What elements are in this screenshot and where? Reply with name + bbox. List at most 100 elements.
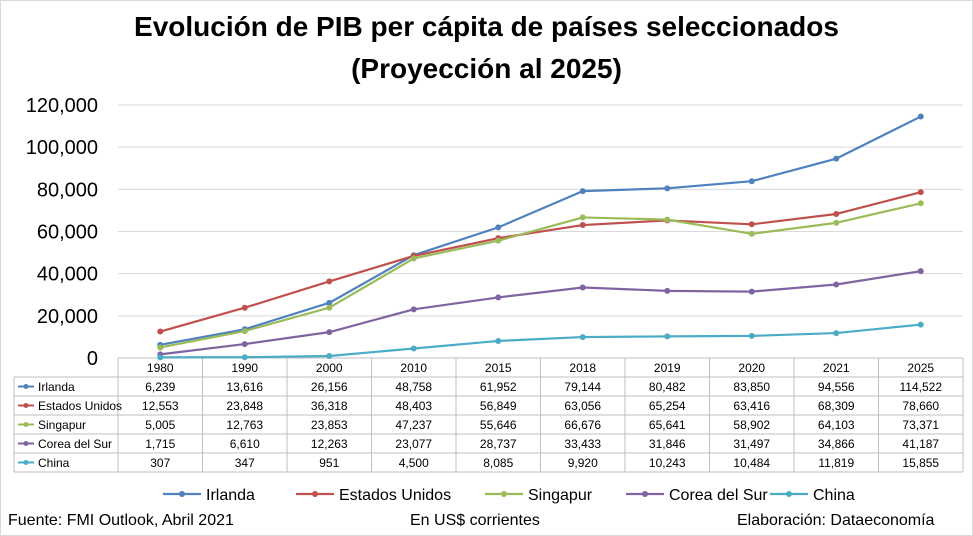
data-point [579, 334, 586, 341]
table-cell-value: 12,763 [226, 418, 263, 432]
legend-marker [312, 491, 318, 497]
y-tick-label: 120,000 [26, 95, 98, 117]
chart-title: Evolución de PIB per cápita de países se… [134, 11, 839, 42]
table-cell-value: 23,848 [226, 399, 263, 413]
table-cell-value: 63,416 [733, 399, 770, 413]
data-point [664, 216, 671, 223]
chart-subtitle: (Proyección al 2025) [351, 53, 622, 84]
legend-label: Corea del Sur [669, 487, 768, 504]
data-point [495, 237, 502, 244]
table-cell-value: 41,187 [902, 437, 939, 451]
x-tick-label: 1990 [231, 361, 258, 375]
data-point [326, 304, 333, 311]
series-line [160, 323, 921, 359]
series-line [159, 191, 922, 333]
x-tick-label: 2021 [823, 361, 850, 375]
data-point [579, 214, 586, 221]
data-point [157, 354, 164, 361]
legend-label: Estados Unidos [339, 487, 451, 504]
x-tick-label: 2010 [400, 361, 427, 375]
table-cell-value: 1,715 [145, 437, 175, 451]
legend-marker [642, 491, 648, 497]
data-point [664, 287, 671, 294]
table-cell-value: 13,616 [226, 380, 263, 394]
table-series-name: Singapur [38, 418, 86, 432]
table-cell-value: 66,676 [564, 418, 601, 432]
table-cell-value: 65,254 [649, 399, 686, 413]
data-point [579, 284, 586, 291]
table-cell-value: 10,243 [649, 456, 686, 470]
data-point [157, 328, 164, 335]
data-point [579, 188, 586, 195]
table-cell-value: 34,866 [818, 437, 855, 451]
legend-label: Irlanda [206, 487, 255, 504]
table-cell-value: 11,819 [818, 456, 854, 470]
table-series-name: Estados Unidos [38, 399, 122, 413]
credit-note: Elaboración: Dataeconomía [737, 512, 935, 529]
table-cell-value: 83,850 [733, 380, 770, 394]
table-cell-value: 78,660 [902, 399, 939, 413]
table-series-name: Irlanda [38, 380, 75, 394]
table-series-name: Corea del Sur [38, 437, 112, 451]
data-point [326, 352, 333, 359]
table-cell-value: 68,309 [818, 399, 855, 413]
table-cell-value: 36,318 [311, 399, 348, 413]
table-cell-value: 307 [150, 456, 170, 470]
data-point [748, 332, 755, 339]
table-cell-value: 65,641 [649, 418, 686, 432]
y-tick-label: 100,000 [26, 137, 98, 159]
table-cell-value: 10,484 [733, 456, 770, 470]
table-series-name: China [38, 456, 70, 470]
table-legend-marker [23, 403, 29, 408]
legend-marker [786, 491, 792, 497]
data-point [157, 344, 164, 351]
data-point [748, 178, 755, 185]
table-cell-value: 15,855 [902, 456, 939, 470]
table-cell-value: 56,849 [480, 399, 517, 413]
table-cell-value: 6,239 [145, 380, 175, 394]
table-cell-value: 4,500 [399, 456, 429, 470]
legend-label: China [813, 487, 855, 504]
table-cell-value: 31,846 [649, 437, 686, 451]
data-point [748, 288, 755, 295]
table-cell-value: 5,005 [145, 418, 175, 432]
data-point [326, 299, 333, 306]
data-point [241, 328, 248, 335]
data-point [917, 200, 924, 207]
data-point [664, 185, 671, 192]
table-cell-value: 8,085 [483, 456, 513, 470]
table-cell-value: 9,920 [568, 456, 598, 470]
table-cell-value: 114,522 [900, 380, 943, 394]
table-cell-value: 347 [235, 456, 255, 470]
table-cell-value: 64,103 [818, 418, 855, 432]
table-cell-value: 26,156 [311, 380, 348, 394]
table-cell-value: 12,553 [142, 399, 179, 413]
table-legend-marker [23, 422, 29, 427]
x-tick-label: 2020 [738, 361, 765, 375]
table-cell-value: 48,758 [395, 380, 432, 394]
table-cell-value: 23,853 [311, 418, 348, 432]
table-cell-value: 48,403 [395, 399, 432, 413]
data-point [241, 354, 248, 361]
x-tick-label: 2025 [907, 361, 934, 375]
table-legend-marker [23, 384, 29, 389]
data-point [748, 221, 755, 228]
data-point [326, 278, 333, 285]
y-tick-label: 80,000 [37, 179, 98, 201]
table-cell-value: 47,237 [395, 418, 432, 432]
data-point [833, 155, 840, 162]
data-point [410, 306, 417, 313]
data-point [495, 294, 502, 301]
data-point [326, 329, 333, 336]
table-cell-value: 73,371 [902, 418, 939, 432]
data-point [410, 345, 417, 352]
series-line [160, 115, 922, 346]
data-point [833, 330, 840, 337]
data-point [748, 230, 755, 237]
table-cell-value: 61,952 [480, 380, 517, 394]
y-tick-label: 0 [87, 348, 98, 370]
data-point [410, 255, 417, 262]
source-note: Fuente: FMI Outlook, Abril 2021 [8, 512, 234, 529]
x-tick-label: 2018 [569, 361, 596, 375]
